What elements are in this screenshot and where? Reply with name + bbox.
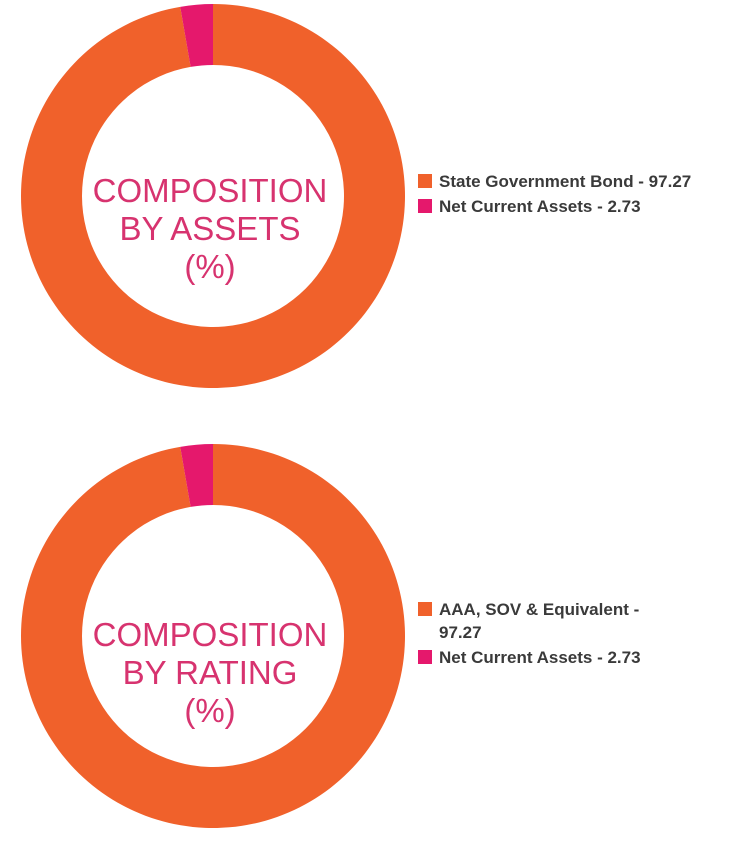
donut-slice-aaa-sov-equivalent (20, 444, 405, 828)
legend-label: Net Current Assets - 2.73 (439, 648, 641, 667)
donut-slice-net-current-assets (180, 444, 213, 507)
donut-slice-net-current-assets (180, 4, 213, 67)
center-title-line-3: (%) (184, 248, 236, 285)
legend-item: Net Current Assets - 2.73 (418, 195, 699, 218)
donut-center-title: COMPOSITION BY RATING (%) (90, 616, 330, 730)
center-title-line-1: COMPOSITION (92, 172, 328, 209)
legend-label: Net Current Assets - 2.73 (439, 197, 641, 216)
center-title-line-2: BY ASSETS (119, 210, 301, 247)
legend-label: AAA, SOV & Equivalent - 97.27 (439, 600, 640, 642)
legend-swatch (418, 650, 432, 664)
center-title-line-3: (%) (184, 692, 236, 729)
legend-swatch (418, 602, 432, 616)
legend-item: Net Current Assets - 2.73 (418, 646, 699, 669)
legend-swatch (418, 174, 432, 188)
chart-composition-by-assets: COMPOSITION BY ASSETS (%) State Governme… (0, 0, 730, 420)
donut-center-title: COMPOSITION BY ASSETS (%) (90, 172, 330, 286)
center-title-line-1: COMPOSITION (92, 616, 328, 653)
chart-composition-by-rating: COMPOSITION BY RATING (%) AAA, SOV & Equ… (0, 440, 730, 850)
legend-swatch (418, 199, 432, 213)
donut-chart-assets (20, 4, 405, 388)
donut-slice-state-government-bond (20, 4, 405, 388)
donut-chart-rating (20, 444, 405, 828)
legend: AAA, SOV & Equivalent - 97.27 Net Curren… (418, 598, 699, 671)
legend-item: AAA, SOV & Equivalent - 97.27 (418, 598, 699, 644)
legend: State Government Bond - 97.27 Net Curren… (418, 170, 699, 220)
legend-label: State Government Bond - 97.27 (439, 172, 692, 191)
center-title-line-2: BY RATING (122, 654, 298, 691)
legend-item: State Government Bond - 97.27 (418, 170, 699, 193)
